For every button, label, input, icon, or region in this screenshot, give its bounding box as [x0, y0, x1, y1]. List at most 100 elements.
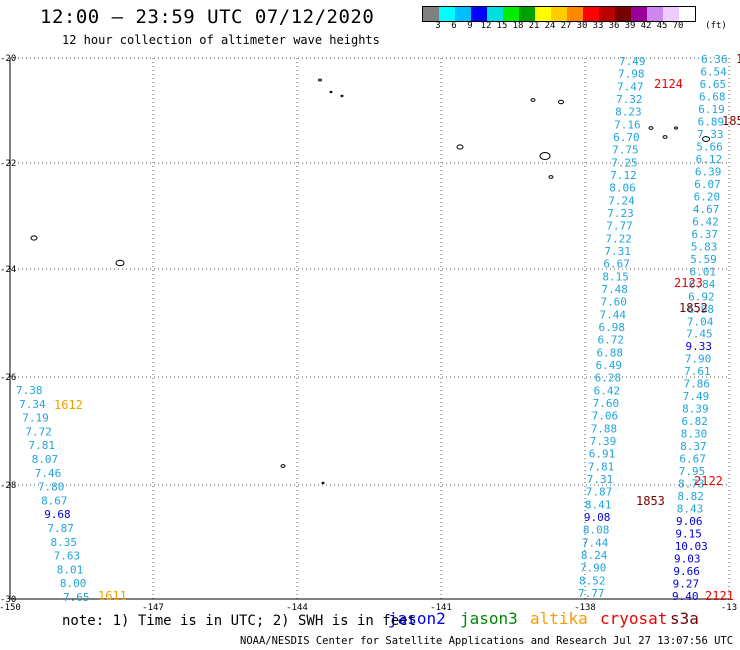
- right-track-a-value: 7.60: [600, 296, 627, 309]
- right-track-b-value: 7.04: [687, 315, 714, 328]
- right-track-b-value: 9.40: [672, 590, 699, 603]
- right-track-b-value: 9.66: [673, 565, 700, 578]
- right-track-a-value: 6.70: [613, 131, 640, 144]
- right-track-a-value: 7.90: [580, 562, 607, 575]
- left-track-value: 7.87: [47, 522, 73, 535]
- right-track-b-value: 9.15: [675, 528, 702, 541]
- pass-time-label: 1853: [636, 494, 665, 508]
- map-title: 12:00 – 23:59 UTC 07/12/2020: [40, 6, 375, 28]
- lat-tick-label: -24: [0, 265, 16, 275]
- right-track-b-value: 6.92: [688, 290, 715, 303]
- satellite-jason3: jason3: [460, 609, 518, 628]
- right-track-b-value: 6.20: [694, 190, 721, 203]
- satellite-jason2: jason2: [388, 609, 446, 628]
- legend-swatch: [487, 7, 503, 21]
- lat-tick-label: -30: [0, 595, 16, 605]
- legend-swatch: [471, 7, 487, 21]
- legend-label: 15: [496, 21, 508, 31]
- legend-label: 33: [592, 21, 604, 31]
- right-track-a-value: 7.77: [578, 587, 605, 600]
- axis-labels: -150 -147 -144 -141 -138 -13 -20 -22 -24 -26 -28 -3…: [0, 54, 737, 613]
- right-track-b-value: 6.68: [699, 90, 726, 103]
- legend-label: 6: [451, 21, 457, 31]
- right-track-b-value: 8.82: [677, 490, 704, 503]
- left-track-value: 7.34: [19, 398, 46, 411]
- legend-label: 45: [656, 21, 668, 31]
- pass-time-label: 2122: [694, 474, 723, 488]
- island-outline: [115, 259, 125, 267]
- right-track-a-value: 7.47: [617, 80, 644, 93]
- legend-label: 42: [640, 21, 652, 31]
- island-outlines: [30, 78, 710, 485]
- legend-unit: (ft): [705, 21, 727, 31]
- right-track-b-value: 7.45: [686, 328, 713, 341]
- map-subtitle: 12 hour collection of altimeter wave hei…: [62, 33, 380, 47]
- legend-swatch: [519, 7, 535, 21]
- right-track-b-value: 7.95: [679, 465, 706, 478]
- legend-swatch: [663, 7, 679, 21]
- lat-tick-label: -28: [0, 481, 16, 491]
- legend-label: 12: [480, 21, 492, 31]
- island-outline: [530, 98, 536, 102]
- right-track-a-value: 7.25: [611, 156, 638, 169]
- satellite-altika: altika: [530, 609, 588, 628]
- right-track-a-value: 8.52: [579, 574, 606, 587]
- right-track-b-value: 6.65: [700, 78, 727, 91]
- pass-time-label: 1611: [98, 589, 127, 603]
- legend-swatch: [567, 7, 583, 21]
- right-track-b-value: 9.06: [676, 515, 703, 528]
- right-track-a-value: 6.28: [595, 372, 622, 385]
- satellite-s3a: s3a: [670, 609, 699, 628]
- right-track-b-value: 10.03: [675, 540, 708, 553]
- island-outline: [662, 135, 668, 139]
- right-track-b-value: 6.19: [698, 103, 725, 116]
- lon-tick-label: -147: [142, 603, 164, 613]
- island-outline: [456, 144, 464, 150]
- right-track-a-value: 7.23: [607, 207, 634, 220]
- right-track-a-value: 6.88: [597, 346, 624, 359]
- right-track-a-value: 7.31: [604, 245, 631, 258]
- left-track-value: 7.65: [63, 591, 90, 604]
- left-track-value: 8.00: [60, 577, 87, 590]
- right-track-b-value: 9.27: [673, 578, 700, 591]
- legend-swatch: [583, 7, 599, 21]
- legend-swatch: [535, 7, 551, 21]
- right-track-a-value: 6.72: [598, 334, 625, 347]
- legend-swatch: [679, 7, 695, 21]
- left-track-value: 7.46: [35, 467, 62, 480]
- footer-note: note: 1) Time is in UTC; 2) SWH is in fe…: [62, 613, 417, 629]
- right-track-b-value: 6.36: [701, 53, 728, 66]
- color-legend-bar: [422, 6, 696, 22]
- left-track-value: 7.72: [25, 425, 52, 438]
- legend-swatch: [647, 7, 663, 21]
- island-outline: [539, 152, 551, 160]
- legend-swatch: [599, 7, 615, 21]
- right-track-b-value: 8.73: [678, 478, 705, 491]
- right-track-a-value: 7.31: [587, 473, 614, 486]
- right-track-a-value: 7.49: [619, 55, 646, 68]
- right-track-b-value: 6.01: [690, 265, 717, 278]
- island-outline: [318, 78, 322, 82]
- island-outline: [548, 175, 554, 179]
- right-track-b-value: 9.33: [685, 340, 712, 353]
- right-track-b-value: 7.49: [683, 390, 710, 403]
- legend-swatch: [615, 7, 631, 21]
- right-track-b-value: 6.67: [679, 453, 706, 466]
- island-outline: [280, 464, 286, 468]
- right-track-b-value: 4.67: [693, 203, 720, 216]
- wave-height-values: 7.387.347.197.727.818.077.467.808.679.68…: [16, 53, 728, 604]
- legend-label: 18: [512, 21, 524, 31]
- legend-label: 27: [560, 21, 572, 31]
- right-track-b-value: 6.07: [694, 178, 721, 191]
- right-track-a-value: 8.08: [583, 524, 610, 537]
- right-track-a-value: 7.60: [593, 397, 620, 410]
- right-track-b-value: 7.90: [685, 353, 712, 366]
- left-track-value: 7.80: [38, 481, 65, 494]
- right-track-b-value: 8.43: [677, 503, 704, 516]
- right-track-b-value: 8.39: [682, 403, 709, 416]
- right-track-b-value: 5.66: [696, 140, 723, 153]
- right-track-a-value: 7.75: [612, 144, 639, 157]
- island-outline: [558, 99, 564, 105]
- right-track-a-value: 7.98: [618, 68, 645, 81]
